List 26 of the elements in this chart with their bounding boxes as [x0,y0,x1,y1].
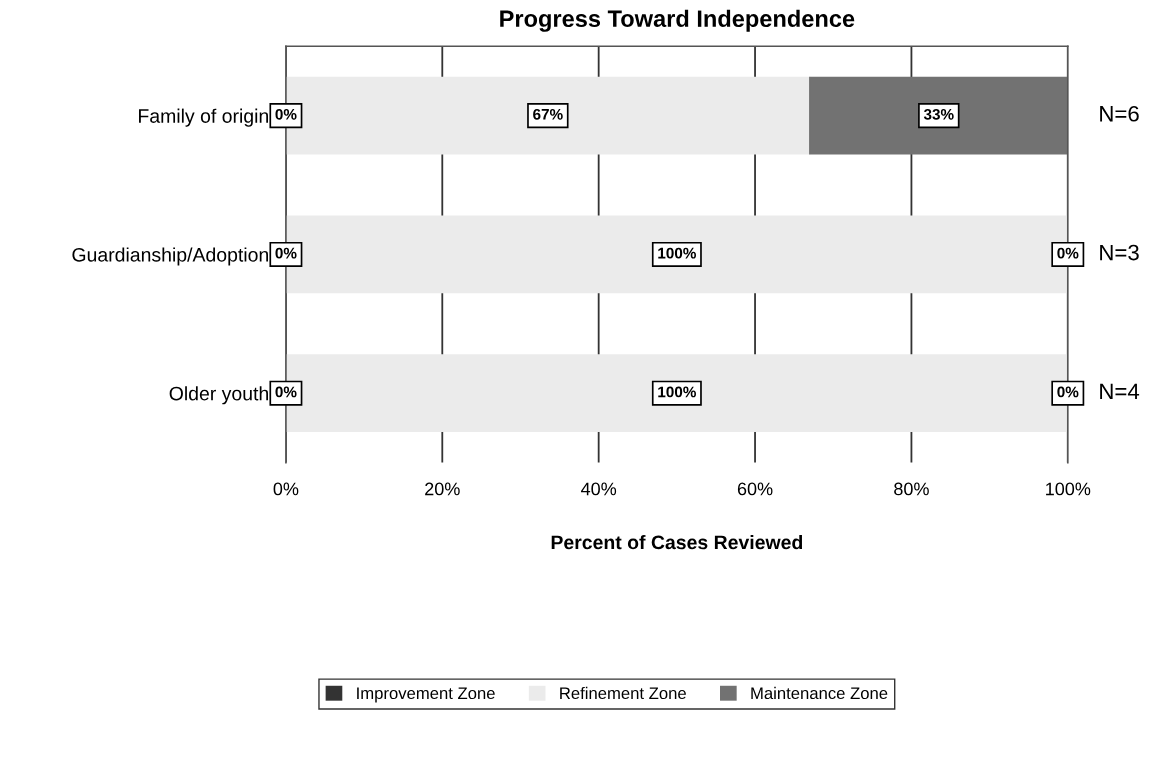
data-label: 0% [275,247,297,259]
chart-title: Progress Toward Independence [500,9,855,32]
x-axis-title: Percent of Cases Reviewed [551,534,803,550]
text: N=3 [1100,244,1139,261]
data-label: 67% [533,108,563,120]
x-tick-label: 0% [273,482,299,496]
data-label: 100% [658,386,696,398]
legend-label: Maintenance Zone [751,686,888,700]
data-label: 0% [275,386,297,398]
x-tick-label: 20% [425,482,460,496]
data-label: 33% [923,108,954,120]
y-tick-label: Guardianship/Adoption [72,247,268,266]
legend-label: Improvement Zone [357,687,495,703]
text: N=4 [1100,383,1140,399]
x-tick-label: 40% [581,482,617,496]
data-label: 100% [658,247,696,259]
legend-label: Refinement Zone [560,686,686,700]
data-label: 0% [1057,247,1079,259]
data-label: 0% [275,108,297,120]
y-tick-label: Older youth [169,386,268,405]
data-label: 0% [1057,386,1079,398]
x-tick-label: 60% [737,482,773,496]
text: N=6 [1100,105,1139,122]
x-tick-label: 100% [1046,482,1091,496]
x-tick-label: 80% [894,482,929,496]
y-tick-label: Family of origin [139,108,268,127]
